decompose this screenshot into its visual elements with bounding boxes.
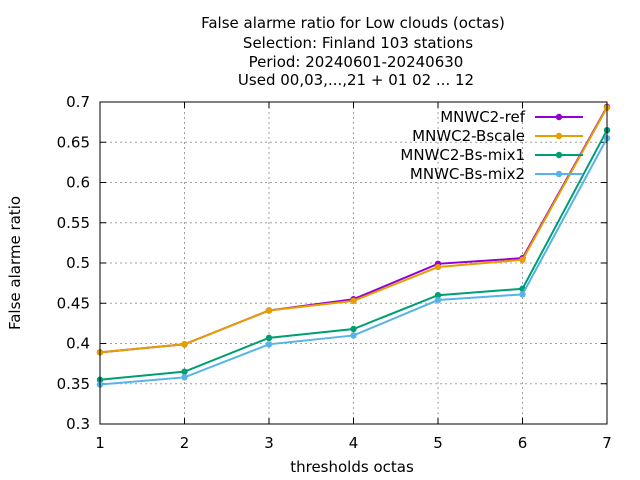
data-point bbox=[265, 341, 273, 348]
x-tick-label: 4 bbox=[349, 434, 359, 452]
x-tick-label: 3 bbox=[264, 434, 274, 452]
legend-entry: MNWC2-ref bbox=[440, 108, 583, 126]
x-tick-label: 6 bbox=[518, 434, 528, 452]
axis-ticks: 0.3 0.35 0.4 0.45 0.5 0.55 0.6 0.65 0.7 1 2 3 4 5 6 7 bbox=[57, 93, 612, 452]
chart-title: False alarme ratio for Low clouds (octas… bbox=[201, 14, 505, 89]
data-point bbox=[434, 263, 442, 271]
legend-marker bbox=[555, 113, 563, 121]
y-tick-label: 0.4 bbox=[66, 335, 90, 353]
data-point bbox=[350, 332, 357, 339]
legend-marker bbox=[555, 132, 563, 140]
x-axis-label: thresholds octas bbox=[290, 458, 414, 476]
grid bbox=[100, 102, 607, 424]
title-line-2: Selection: Finland 103 stations bbox=[243, 34, 473, 52]
x-tick-label: 7 bbox=[602, 434, 612, 452]
legend-label: MNWC2-ref bbox=[440, 108, 525, 126]
legend-marker bbox=[555, 170, 563, 178]
y-tick-label: 0.5 bbox=[66, 254, 90, 272]
x-tick-label: 1 bbox=[95, 434, 105, 452]
data-point bbox=[181, 374, 188, 381]
y-tick-label: 0.55 bbox=[57, 214, 90, 232]
legend: MNWC2-refMNWC2-BscaleMNWC2-Bs-mix1MNWC-B… bbox=[400, 108, 583, 183]
data-point bbox=[350, 325, 357, 333]
title-line-4: Used 00,03,...,21 + 01 02 ... 12 bbox=[238, 71, 474, 89]
data-point bbox=[434, 296, 442, 304]
y-tick-label: 0.65 bbox=[57, 133, 90, 151]
y-tick-label: 0.7 bbox=[66, 93, 90, 111]
title-line-1: False alarme ratio for Low clouds (octas… bbox=[201, 14, 505, 32]
y-tick-label: 0.45 bbox=[57, 294, 90, 312]
data-point bbox=[350, 297, 357, 305]
legend-label: MNWC2-Bscale bbox=[412, 127, 525, 145]
y-axis-label: False alarme ratio bbox=[6, 196, 24, 330]
legend-marker bbox=[555, 151, 563, 159]
data-point bbox=[265, 307, 273, 314]
legend-entry: MNWC-Bs-mix2 bbox=[410, 165, 583, 183]
title-line-3: Period: 20240601-20240630 bbox=[249, 53, 464, 71]
legend-label: MNWC-Bs-mix2 bbox=[410, 165, 525, 183]
data-point bbox=[519, 291, 526, 298]
x-tick-label: 2 bbox=[180, 434, 190, 452]
y-tick-label: 0.35 bbox=[57, 375, 90, 393]
plot-frame bbox=[99, 101, 608, 425]
y-tick-label: 0.6 bbox=[66, 174, 90, 192]
data-point bbox=[265, 334, 273, 342]
y-tick-label: 0.3 bbox=[66, 415, 90, 433]
data-point bbox=[181, 341, 188, 348]
legend-entry: MNWC2-Bs-mix1 bbox=[400, 146, 583, 164]
data-point bbox=[519, 256, 526, 263]
series-lines bbox=[96, 103, 611, 388]
series-line bbox=[99, 107, 608, 354]
legend-entry: MNWC2-Bscale bbox=[412, 127, 583, 145]
legend-label: MNWC2-Bs-mix1 bbox=[400, 146, 525, 164]
data-point bbox=[434, 292, 442, 299]
data-point bbox=[181, 368, 188, 375]
x-tick-label: 5 bbox=[433, 434, 443, 452]
series-3 bbox=[96, 135, 611, 388]
